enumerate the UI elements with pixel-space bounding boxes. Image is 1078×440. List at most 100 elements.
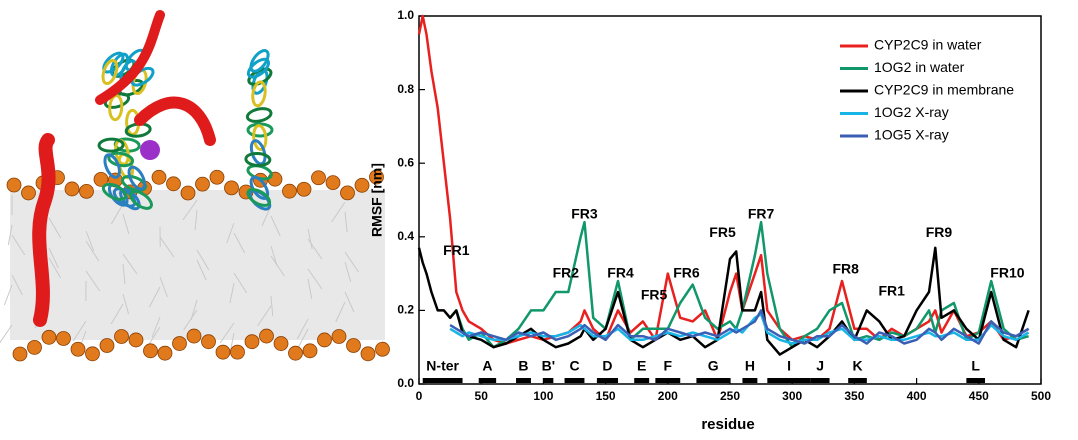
x-tick-label: 150	[596, 389, 616, 403]
headgroup	[312, 171, 326, 185]
legend-label: CYP2C9 in water	[874, 37, 982, 53]
segment-label: F	[664, 358, 673, 374]
segment-label: J	[816, 358, 824, 374]
x-tick-label: 200	[658, 389, 678, 403]
annotation: FR6	[673, 264, 700, 280]
segment-label: B'	[542, 358, 555, 374]
structure-segment	[543, 378, 553, 383]
molecule-image	[0, 15, 389, 361]
structure-segment	[966, 378, 985, 383]
y-tick-label: 0.2	[397, 303, 414, 317]
headgroup	[22, 186, 36, 200]
y-axis-label: RMSF [nm]	[369, 163, 385, 237]
structure-segment	[565, 378, 585, 383]
tube	[140, 103, 210, 140]
structure-segment	[634, 378, 649, 383]
headgroup	[42, 330, 56, 344]
headgroup	[231, 345, 245, 359]
x-tick-label: 50	[475, 389, 489, 403]
legend-label: 1OG2 in water	[874, 59, 965, 75]
headgroup	[80, 184, 94, 198]
headgroup	[332, 329, 346, 343]
headgroup	[57, 331, 71, 345]
segment-label: H	[745, 358, 755, 374]
structure-segment	[742, 378, 757, 383]
structure-segment	[516, 378, 531, 383]
helix	[253, 125, 267, 150]
headgroup	[13, 347, 27, 361]
segment-label: I	[787, 358, 791, 374]
segment-label: N-ter	[426, 358, 459, 374]
annotation: FR3	[571, 205, 598, 221]
y-tick-label: 1.0	[397, 8, 414, 22]
segment-label: E	[637, 358, 646, 374]
headgroup	[86, 347, 100, 361]
headgroup	[187, 329, 201, 343]
x-tick-label: 450	[969, 389, 989, 403]
x-tick-label: 250	[720, 389, 740, 403]
headgroup	[71, 342, 85, 356]
x-tick-label: 350	[844, 389, 864, 403]
y-tick-label: 0.4	[397, 229, 414, 243]
structure-segment	[767, 378, 811, 383]
membrane	[10, 190, 385, 340]
x-tick-label: 100	[533, 389, 553, 403]
headgroup	[347, 338, 361, 352]
structure-segment	[597, 378, 618, 383]
helix	[99, 139, 123, 152]
headgroup	[289, 346, 303, 360]
headgroup	[341, 186, 355, 200]
structure-segment	[811, 378, 830, 383]
segment-label: G	[708, 358, 719, 374]
structure-segment	[696, 378, 730, 383]
legend-label: CYP2C9 in membrane	[874, 82, 1014, 98]
headgroup	[7, 178, 21, 192]
headgroup	[181, 186, 195, 200]
headgroup	[173, 337, 187, 351]
headgroup	[245, 335, 259, 349]
structure-segment	[848, 378, 867, 383]
legend-label: 1OG5 X-ray	[874, 127, 949, 143]
x-tick-label: 400	[907, 389, 927, 403]
y-tick-label: 0.8	[397, 82, 414, 96]
headgroup	[158, 346, 172, 360]
segment-label: A	[482, 358, 492, 374]
helix	[246, 153, 271, 166]
segment-label: B	[518, 358, 528, 374]
headgroup	[326, 176, 340, 190]
headgroup	[361, 347, 375, 361]
headgroup	[100, 338, 114, 352]
headgroup	[297, 182, 311, 196]
y-tick-label: 0.0	[397, 376, 414, 390]
headgroup	[202, 335, 216, 349]
helix	[246, 107, 272, 124]
annotation: FR1	[443, 242, 470, 258]
headgroup	[28, 340, 42, 354]
structure-segment	[655, 378, 680, 383]
x-tick-label: 0	[416, 389, 423, 403]
headgroup	[115, 329, 129, 343]
annotation: FR9	[926, 224, 953, 240]
headgroup	[274, 337, 288, 351]
headgroup	[144, 344, 158, 358]
headgroup	[167, 177, 181, 191]
headgroup	[216, 345, 230, 359]
headgroup	[355, 178, 369, 192]
headgroup	[376, 342, 390, 356]
x-tick-label: 300	[782, 389, 802, 403]
headgroup	[152, 170, 166, 184]
segment-label: D	[602, 358, 612, 374]
annotation: FR2	[553, 264, 580, 280]
ligand	[140, 140, 160, 160]
annotation: FR5	[641, 286, 668, 302]
headgroup	[303, 344, 317, 358]
x-axis-label: residue	[701, 416, 754, 433]
headgroup	[225, 181, 239, 195]
headgroup	[196, 177, 210, 191]
structure-segment	[423, 378, 463, 383]
headgroup	[318, 333, 332, 347]
annotation: FR10	[990, 264, 1024, 280]
legend-label: 1OG2 X-ray	[874, 104, 949, 120]
